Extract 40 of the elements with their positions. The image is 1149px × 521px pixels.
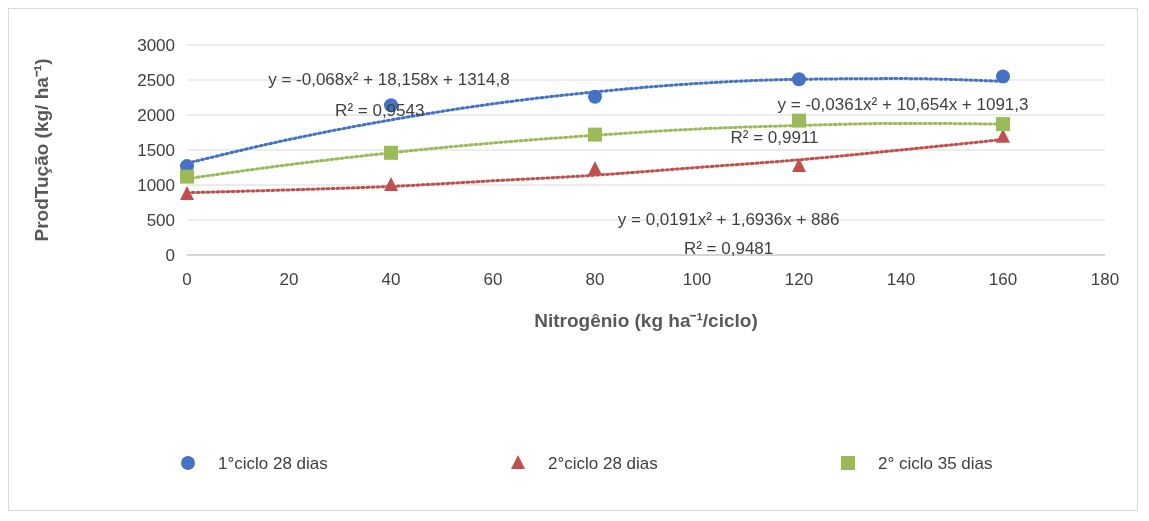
x-tick-label: 120	[784, 270, 814, 289]
point	[588, 127, 602, 142]
x-tick-label: 160	[988, 270, 1018, 289]
annotation: y = -0,068x² + 18,158x + 1314,8	[268, 69, 510, 89]
legend-label: 2°ciclo 28 dias	[548, 453, 658, 473]
annotation: R² = 0,9481	[683, 238, 774, 258]
point	[588, 160, 602, 175]
annotation: y = -0,0361x² + 10,654x + 1091,3	[777, 94, 1029, 114]
y-tick-label: 1500	[137, 140, 175, 160]
x-tick-label: 60	[483, 270, 503, 289]
annotation: y = 0,0191x² + 1,6936x + 886	[617, 210, 840, 230]
x-tick-label: 100	[682, 270, 712, 289]
annotation: R² = 0,9543	[335, 101, 425, 121]
point	[996, 69, 1010, 84]
point	[384, 177, 398, 191]
y-tick-label: 0	[165, 245, 175, 265]
legend-label: 1°ciclo 28 dias	[218, 453, 328, 473]
point	[792, 113, 806, 128]
point	[792, 72, 806, 87]
point	[588, 89, 602, 104]
y-tick-label: 2500	[137, 70, 175, 90]
point	[792, 158, 806, 173]
x-tick-label: 40	[381, 270, 401, 289]
point	[996, 117, 1010, 132]
x-tick-label: 20	[279, 270, 299, 289]
x-tick-label: 180	[1090, 270, 1120, 289]
y-axis-title: ProdTução (kg/ ha⁻¹)	[31, 58, 52, 242]
point	[180, 186, 194, 201]
legend-label: 2° ciclo 35 dias	[878, 453, 993, 473]
x-axis-title: Nitrogênio (kg ha⁻¹/ciclo)	[534, 310, 758, 331]
x-tick-label: 80	[585, 270, 605, 289]
point	[384, 145, 398, 160]
x-tick-label: 140	[886, 270, 916, 289]
x-tick-label: 0	[182, 270, 192, 289]
y-tick-label: 1000	[137, 175, 175, 195]
y-tick-label: 3000	[137, 35, 175, 55]
y-tick-label: 2000	[137, 105, 175, 125]
y-tick-label: 500	[146, 210, 175, 230]
annotation: R² = 0,9911	[730, 128, 819, 148]
point	[180, 169, 194, 184]
